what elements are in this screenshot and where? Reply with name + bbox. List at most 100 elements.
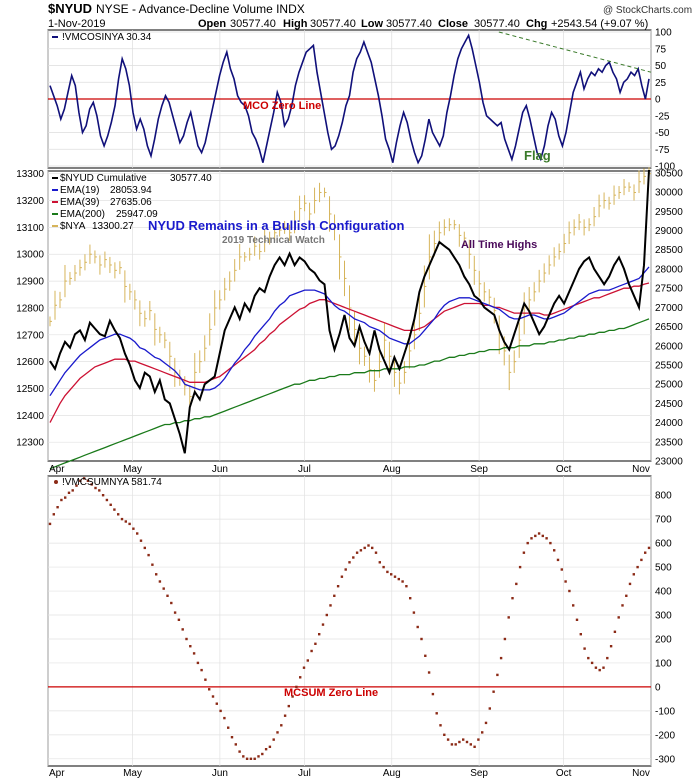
mcsum-point	[405, 585, 408, 588]
mcsum-x-tick-label: Jun	[212, 768, 228, 779]
mcsum-point	[340, 575, 344, 578]
flag-trendline	[498, 31, 652, 73]
mcsum-point	[60, 498, 63, 502]
mcsum-panel-frame	[47, 475, 652, 767]
mcsum-point	[625, 594, 628, 597]
mcsum-tick-label: 600	[655, 539, 672, 550]
nyud-tick-label: 25000	[655, 380, 683, 391]
mcsum-point	[367, 544, 370, 547]
legend-label-ema200: EMA(200)	[60, 209, 105, 220]
mcsum-point	[409, 597, 412, 600]
nyud-tick-label: 27000	[655, 303, 683, 314]
mco-zero-line-label: MCO Zero Line	[243, 100, 321, 112]
mcsum-point	[564, 580, 567, 583]
mcsum-point	[431, 692, 435, 696]
mcsum-point	[606, 656, 609, 660]
mcsum-point	[158, 580, 162, 583]
mcsum-point	[314, 642, 317, 645]
nyud-tick-label: 29500	[655, 207, 683, 218]
mcsum-point	[230, 736, 234, 739]
mcsum-tick-label: 200	[655, 634, 672, 645]
nyud-tick-label: 26000	[655, 341, 683, 352]
cumulative-x-tick-label: Jul	[298, 464, 311, 475]
mcsum-point	[575, 618, 579, 621]
nya-tick-label: 12500	[16, 384, 44, 395]
mcsum-point	[556, 558, 560, 562]
cumulative-legend: $NYUD Cumulative 30577.40 EMA(19) 28053.…	[52, 173, 212, 232]
nyud-tick-label: 30000	[655, 188, 683, 199]
mcsum-point	[67, 491, 71, 494]
legend-label-nya: $NYA	[60, 221, 86, 232]
all-time-highs-label: All Time Highs	[461, 239, 537, 251]
nyud-tick-label: 23000	[655, 457, 683, 468]
mcsum-point	[139, 539, 143, 542]
mco-legend: !VMCOSINYA 30.34	[52, 32, 152, 43]
mcsum-point	[537, 532, 541, 535]
mcsum-point	[117, 513, 120, 516]
mcsum-point	[390, 573, 393, 576]
cumulative-lines	[49, 169, 650, 470]
mcsum-point	[420, 637, 423, 641]
mcsum-point	[549, 541, 552, 545]
mcsum-point	[496, 673, 499, 677]
legend-label-cumulative: $NYUD Cumulative	[60, 173, 147, 184]
mcsum-tick-label: 500	[655, 563, 672, 574]
mcsum-point	[143, 546, 146, 550]
mcsum-point	[545, 537, 548, 540]
mcsum-tick-label: -100	[655, 706, 675, 717]
mcsum-point	[424, 654, 427, 657]
mco-series	[49, 31, 652, 165]
mcsum-point	[590, 661, 594, 665]
mcsum-point	[355, 551, 359, 554]
mcsum-point	[189, 645, 192, 648]
mco-tick-label: 75	[655, 44, 667, 55]
chart-subtitle: 2019 Technical Watch	[222, 235, 325, 246]
mcsum-tick-label: 400	[655, 587, 672, 598]
mcsum-point	[469, 743, 472, 746]
mcsum-point	[329, 604, 332, 607]
mcsum-point	[151, 563, 154, 566]
mcsum-point	[79, 479, 82, 482]
mcsum-point	[173, 611, 177, 614]
mcsum-point	[397, 577, 400, 581]
mco-tick-label: -100	[655, 162, 675, 173]
mcsum-point	[560, 568, 563, 571]
mcsum-point	[382, 565, 385, 569]
mcsum-point	[94, 486, 97, 490]
mcsum-point	[48, 522, 52, 526]
mcsum-tick-label: -200	[655, 730, 675, 741]
nya-tick-label: 12700	[16, 330, 44, 341]
mcsum-point	[371, 546, 374, 550]
mcsum-point	[481, 731, 484, 734]
mcsum-point	[465, 740, 469, 744]
cumulative-x-tick-label: Sep	[470, 464, 488, 475]
mcsum-point	[621, 604, 624, 607]
cumulative-gridlines	[47, 171, 652, 461]
mcsum-point	[98, 489, 101, 492]
chg-label: Chg	[526, 18, 547, 30]
mcsum-point	[443, 733, 446, 736]
mcsum-point	[640, 558, 643, 562]
stockcharts-watermark: @ StockCharts.com	[603, 5, 692, 16]
mcsum-point	[170, 601, 173, 605]
mcsum-point	[200, 668, 203, 672]
nya-y-axis: 13300 13200 13100 13000 12900 12800 12700 12600…	[16, 169, 44, 449]
mcsum-point	[587, 656, 590, 660]
mcsum-point	[439, 724, 442, 727]
nya-tick-label: 13200	[16, 196, 44, 207]
mcsum-gridlines	[47, 476, 652, 766]
mcsum-point	[458, 740, 461, 744]
ema200-line	[49, 318, 650, 470]
mcsum-point	[136, 532, 139, 535]
mcsum-point	[82, 477, 86, 480]
nyud-tick-label: 25500	[655, 360, 683, 371]
ema19-line	[49, 266, 650, 397]
cumulative-x-tick-label: Jun	[212, 464, 228, 475]
mcsum-point	[363, 546, 366, 550]
mcsum-point	[306, 659, 309, 662]
chart-title: NYUD Remains in a Bullish Configuration	[148, 218, 404, 233]
nyud-tick-label: 26500	[655, 322, 683, 333]
mcsum-point	[450, 743, 454, 746]
mcsum-point	[613, 630, 617, 633]
